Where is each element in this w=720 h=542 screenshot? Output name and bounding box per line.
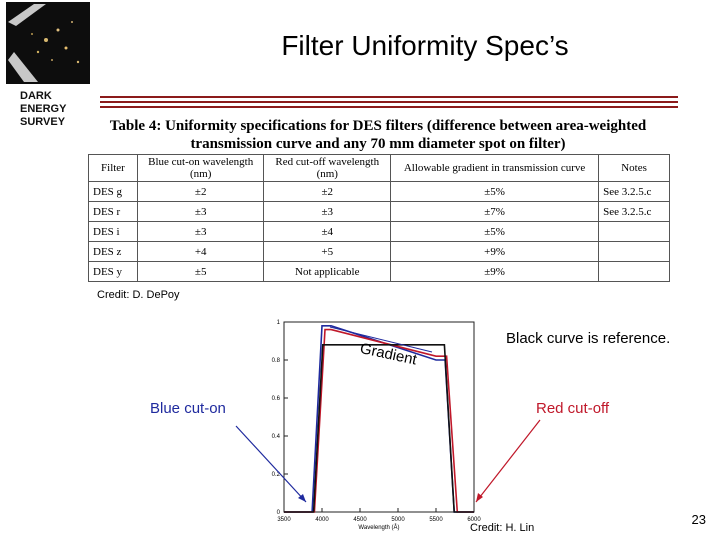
table-header-row: Filter Blue cut-on wavelength (nm) Red c… xyxy=(88,154,670,182)
table-cell: See 3.2.5.c xyxy=(598,201,670,222)
table-cell: +9% xyxy=(390,241,600,262)
table-cell: +5 xyxy=(263,241,392,262)
table-cell: ±2 xyxy=(136,181,265,202)
table-cell: ±5% xyxy=(390,221,600,242)
y-tick-label: 0 xyxy=(277,510,281,516)
table-cell: See 3.2.5.c xyxy=(598,181,670,202)
table-cell: ±5 xyxy=(136,261,265,282)
x-axis-label: Wavelength (Å) xyxy=(358,524,399,531)
table-cell: DES z xyxy=(88,241,138,262)
y-tick-label: 0.8 xyxy=(272,358,281,364)
table-cell: ±2 xyxy=(263,181,392,202)
logo-graphic xyxy=(6,2,90,84)
table-cell xyxy=(598,261,670,282)
header-rule-3 xyxy=(100,106,678,108)
table-caption-line2: transmission curve and any 70 mm diamete… xyxy=(190,136,566,152)
table-cell: DES g xyxy=(88,181,138,202)
table-credit: Credit: D. DePoy xyxy=(97,289,180,301)
table-row: DES z +4 +5 +9% xyxy=(88,241,670,262)
table-cell xyxy=(598,241,670,262)
table-cell: Not applicable xyxy=(263,261,392,282)
x-tick-label: 6000 xyxy=(467,517,481,523)
table-cell: DES r xyxy=(88,201,138,222)
annotation-reference: Black curve is reference. xyxy=(506,330,671,347)
table-cell: ±3 xyxy=(136,201,265,222)
table-header-cell: Notes xyxy=(598,154,670,182)
y-tick-label: 0.6 xyxy=(272,396,281,402)
x-tick-label: 5500 xyxy=(429,517,443,523)
x-tick-label: 3500 xyxy=(277,517,291,523)
table-caption-line1: Table 4: Uniformity specifications for D… xyxy=(109,118,647,134)
slide-title: Filter Uniformity Spec’s xyxy=(281,30,569,61)
transmission-plot: 3500 4000 4500 5000 5500 6000 0 0.2 0.4 0.6 0.8 1 Wa… xyxy=(272,320,482,531)
logo-text-line1: DARK ENERGY xyxy=(20,90,67,115)
x-tick-label: 4000 xyxy=(315,517,329,523)
spec-table: Filter Blue cut-on wavelength (nm) Red c… xyxy=(88,154,670,282)
table-row: DES r ±3 ±3 ±7% See 3.2.5.c xyxy=(88,201,670,222)
y-tick-label: 0.2 xyxy=(272,472,281,478)
y-tick-label: 0.4 xyxy=(272,434,281,440)
table-row: DES i ±3 ±4 ±5% xyxy=(88,221,670,242)
table-cell: DES y xyxy=(88,261,138,282)
table-cell xyxy=(598,221,670,242)
table-cell: DES i xyxy=(88,221,138,242)
logo: DARK ENERGY SURVEY xyxy=(0,0,96,128)
table-cell: ±7% xyxy=(390,201,600,222)
table-header-cell: Blue cut-on wavelength (nm) xyxy=(136,154,265,182)
annotation-blue-cut-on: Blue cut-on xyxy=(150,400,226,417)
plot-frame xyxy=(283,321,475,513)
table-cell: ±4 xyxy=(263,221,392,242)
figure-credit: Credit: H. Lin xyxy=(470,522,535,534)
table-row: DES g ±2 ±2 ±5% See 3.2.5.c xyxy=(88,181,670,202)
header-rule-1 xyxy=(100,96,678,98)
table-cell: ±5% xyxy=(390,181,600,202)
x-tick-label: 5000 xyxy=(391,517,405,523)
table-header-cell: Allowable gradient in transmission curve xyxy=(390,154,600,182)
y-tick-label: 1 xyxy=(277,320,281,326)
table-cell: ±3 xyxy=(136,221,265,242)
table-caption: Table 4: Uniformity specifications for D… xyxy=(88,117,668,153)
logo-text-line2: SURVEY xyxy=(20,116,66,128)
page-number: 23 xyxy=(691,512,706,527)
series-line-2 xyxy=(284,343,474,513)
table-cell: +4 xyxy=(136,241,265,262)
x-tick-label: 4500 xyxy=(353,517,367,523)
annotation-red-cut-off: Red cut-off xyxy=(536,400,610,417)
table-header-cell: Red cut-off wavelength (nm) xyxy=(263,154,392,182)
header-rule-2 xyxy=(100,101,678,103)
table-row: DES y ±5 Not applicable ±9% xyxy=(88,261,670,282)
table-cell: ±9% xyxy=(390,261,600,282)
table-cell: ±3 xyxy=(263,201,392,222)
table-header-cell: Filter xyxy=(88,154,138,182)
